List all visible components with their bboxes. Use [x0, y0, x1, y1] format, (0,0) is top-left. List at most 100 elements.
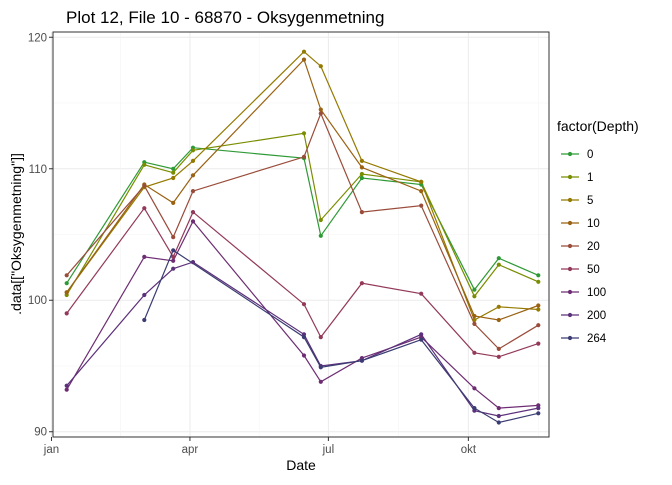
legend-label: 1 — [587, 172, 593, 184]
data-point-0 — [171, 166, 176, 171]
data-point-50 — [359, 281, 364, 286]
data-point-5 — [419, 179, 424, 184]
y-tick-label: 90 — [34, 427, 47, 439]
x-axis-label: Date — [286, 457, 316, 473]
y-tick-label: 100 — [28, 295, 47, 307]
legend-items: 0 1 5 10 20 50 100 200 264 — [561, 149, 607, 345]
data-point-10 — [536, 303, 541, 308]
legend: factor(Depth) 0 1 5 10 20 50 100 200 264 — [557, 118, 639, 345]
data-point-20 — [142, 183, 147, 188]
data-point-1 — [359, 171, 364, 177]
data-point-264 — [472, 406, 477, 411]
data-point-20 — [536, 323, 541, 328]
data-point-100 — [64, 387, 69, 392]
data-point-264 — [496, 420, 501, 425]
data-point-264 — [359, 358, 364, 363]
data-point-100 — [318, 379, 323, 384]
data-point-0 — [318, 233, 323, 238]
data-point-50 — [190, 210, 196, 215]
y-axis: 90 100 110 120 — [28, 32, 53, 439]
data-point-10 — [301, 57, 307, 62]
x-tick-label: okt — [461, 444, 477, 456]
data-point-264 — [171, 248, 176, 253]
data-point-10 — [472, 313, 477, 319]
data-point-5 — [536, 307, 541, 312]
x-tick-label: jan — [43, 444, 59, 456]
data-point-5 — [472, 317, 477, 323]
data-point-50 — [171, 254, 176, 259]
legend-key-point — [567, 243, 573, 249]
series-points — [64, 49, 541, 425]
data-point-10 — [64, 290, 69, 295]
legend-item-10: 10 — [561, 218, 600, 230]
data-point-20 — [318, 111, 323, 116]
data-point-200 — [419, 332, 424, 337]
legend-item-20: 20 — [561, 241, 600, 253]
data-point-1 — [301, 131, 307, 136]
data-point-1 — [496, 262, 501, 267]
x-tick-label: apr — [182, 444, 199, 456]
legend-item-264: 264 — [561, 333, 607, 345]
data-point-50 — [318, 335, 323, 340]
data-point-50 — [419, 291, 424, 296]
data-point-200 — [64, 383, 69, 388]
data-point-100 — [472, 386, 477, 391]
data-point-20 — [64, 273, 69, 278]
legend-key-point — [567, 266, 573, 272]
data-point-0 — [64, 281, 69, 286]
legend-item-100: 100 — [561, 287, 606, 299]
legend-item-200: 200 — [561, 310, 606, 322]
x-axis: jan apr jul okt — [43, 437, 477, 456]
chart-title: Plot 12, File 10 - 68870 - Oksygenmetnin… — [66, 8, 384, 27]
data-point-10 — [318, 107, 323, 112]
data-point-0 — [359, 175, 364, 181]
legend-label: 200 — [587, 310, 606, 322]
data-point-10 — [171, 200, 176, 205]
data-point-200 — [142, 292, 147, 298]
data-point-0 — [536, 273, 541, 278]
legend-key-point — [567, 335, 573, 341]
legend-item-1: 1 — [561, 172, 593, 184]
data-point-5 — [496, 304, 501, 309]
data-point-264 — [419, 337, 424, 342]
legend-key-point — [567, 289, 573, 295]
data-point-50 — [301, 302, 307, 307]
data-point-0 — [472, 287, 477, 292]
legend-label: 5 — [587, 195, 593, 207]
data-point-50 — [64, 311, 69, 316]
legend-key-point — [567, 197, 573, 203]
data-point-200 — [536, 406, 541, 411]
data-point-5 — [190, 158, 196, 163]
y-tick-label: 110 — [29, 164, 47, 176]
data-point-50 — [496, 354, 501, 359]
data-point-5 — [171, 175, 176, 181]
y-axis-label: .data[["Oksygenmetning"]] — [8, 153, 24, 315]
data-point-1 — [142, 162, 147, 167]
data-point-264 — [142, 317, 147, 323]
data-point-20 — [171, 235, 176, 240]
data-point-10 — [419, 189, 424, 194]
legend-item-50: 50 — [561, 264, 600, 276]
data-point-1 — [318, 217, 323, 223]
plot-border — [52, 31, 550, 438]
y-tick-label: 120 — [28, 32, 47, 44]
data-point-100 — [496, 406, 501, 411]
data-point-200 — [190, 260, 196, 265]
data-point-20 — [190, 189, 196, 194]
data-point-5 — [359, 158, 364, 163]
data-point-200 — [171, 266, 176, 271]
data-point-100 — [190, 219, 196, 224]
data-point-264 — [318, 365, 323, 370]
legend-title: factor(Depth) — [557, 118, 639, 134]
legend-label: 50 — [587, 264, 600, 276]
data-point-1 — [472, 294, 477, 299]
legend-label: 264 — [587, 333, 607, 345]
legend-label: 10 — [587, 218, 600, 230]
data-point-100 — [301, 353, 307, 358]
legend-item-0: 0 — [561, 149, 593, 161]
legend-key-point — [567, 220, 573, 226]
data-point-10 — [496, 317, 501, 323]
data-point-10 — [359, 165, 364, 170]
